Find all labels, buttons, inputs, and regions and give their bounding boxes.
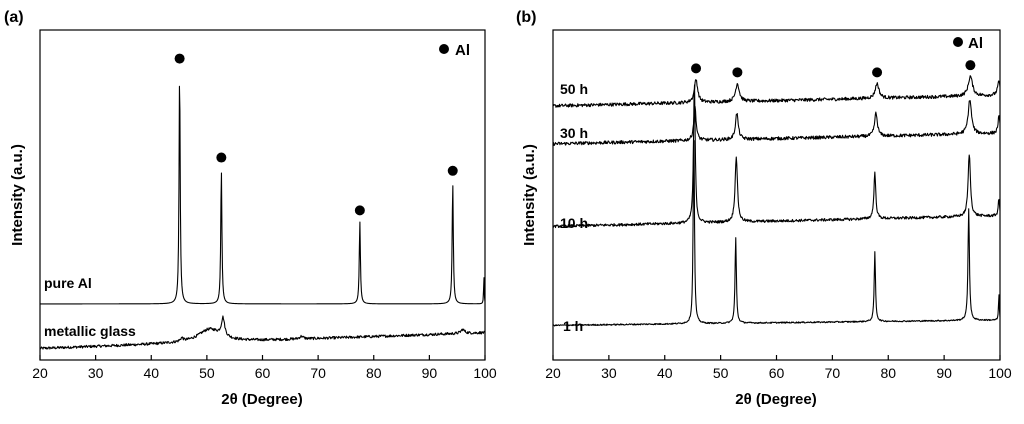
panel-b-x-ticks [552,355,1001,360]
panel-b-frame [552,29,1001,361]
trace-label-30h: 30 h [560,125,588,141]
panel-a-x-tick-label-30: 30 [88,365,104,381]
trace-30-h [552,100,1001,146]
trace-label-10h: 10 h [560,215,588,231]
panel-b-x-tick-label-70: 70 [825,365,841,381]
panel-a-x-tick-label-100: 100 [473,365,497,381]
al-peak-marker [872,67,883,78]
panel-b: (b) 20 30 40 50 60 70 80 90 100 50 h 30 h 10 h 1… [516,9,1012,408]
panel-b-x-tick-label-30: 30 [601,365,617,381]
panel-b-x-tick-label-100: 100 [988,365,1012,381]
panel-a-x-tick-label-80: 80 [366,365,382,381]
trace-metallic-glass [39,315,486,350]
panel-a-x-tick-label-70: 70 [310,365,326,381]
panel-b-x-tick-label-80: 80 [880,365,896,381]
panel-a-y-axis-title: Intensity (a.u.) [9,144,26,246]
panel-a-x-axis-title: 2θ (Degree) [221,391,302,408]
panel-a-x-tick-label-50: 50 [199,365,215,381]
panel-a-legend-label: Al [455,42,470,59]
panel-b-x-tick-label-60: 60 [769,365,785,381]
panel-a-peak-markers [174,53,458,216]
panel-b-traces [552,75,1001,327]
panel-a-x-ticks [39,355,486,360]
panel-a-frame [39,29,486,361]
al-peak-marker [732,67,743,78]
trace-label-pure-al: pure Al [44,275,92,291]
panel-b-peak-markers [691,60,976,78]
panel-b-x-tick-labels: 20 30 40 50 60 70 80 90 100 [545,365,1012,381]
trace-label-50h: 50 h [560,81,588,97]
trace-10-h [552,84,1001,229]
al-peak-marker [216,152,227,163]
panel-a-x-tick-label-40: 40 [143,365,159,381]
panel-b-legend-label: Al [968,35,983,52]
trace-1-h [552,139,1001,327]
panel-b-y-axis-title: Intensity (a.u.) [521,144,538,246]
trace-label-1h: 1 h [563,318,583,334]
trace-50-h [552,75,1001,108]
trace-pure-al [39,85,486,305]
al-peak-marker [447,165,458,176]
panel-a-x-tick-label-90: 90 [422,365,438,381]
panel-a-legend-marker [439,44,449,54]
panel-b-x-tick-label-40: 40 [657,365,673,381]
panel-a: (a) 20 30 40 50 60 70 80 90 100 pure Al metallic… [4,9,497,408]
panel-b-label: (b) [516,9,536,26]
al-peak-marker [965,60,976,71]
panel-a-x-tick-labels: 20 30 40 50 60 70 80 90 100 [32,365,497,381]
panel-b-legend-marker [953,37,963,47]
panel-a-label: (a) [4,9,24,26]
panel-a-traces [39,85,486,350]
trace-label-metallic-glass: metallic glass [44,323,136,339]
panel-b-x-tick-label-90: 90 [936,365,952,381]
panel-a-x-tick-label-20: 20 [32,365,48,381]
panel-b-x-axis-title: 2θ (Degree) [735,391,816,408]
panel-b-x-tick-label-20: 20 [545,365,561,381]
al-peak-marker [691,63,702,74]
al-peak-marker [174,53,185,64]
al-peak-marker [354,205,365,216]
panel-b-x-tick-label-50: 50 [713,365,729,381]
panel-a-x-tick-label-60: 60 [255,365,271,381]
